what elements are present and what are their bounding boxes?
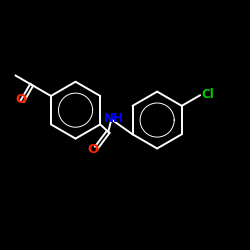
- Text: NH: NH: [104, 112, 124, 125]
- Text: Cl: Cl: [201, 88, 214, 101]
- Text: O: O: [88, 143, 99, 156]
- Text: O: O: [16, 93, 27, 106]
